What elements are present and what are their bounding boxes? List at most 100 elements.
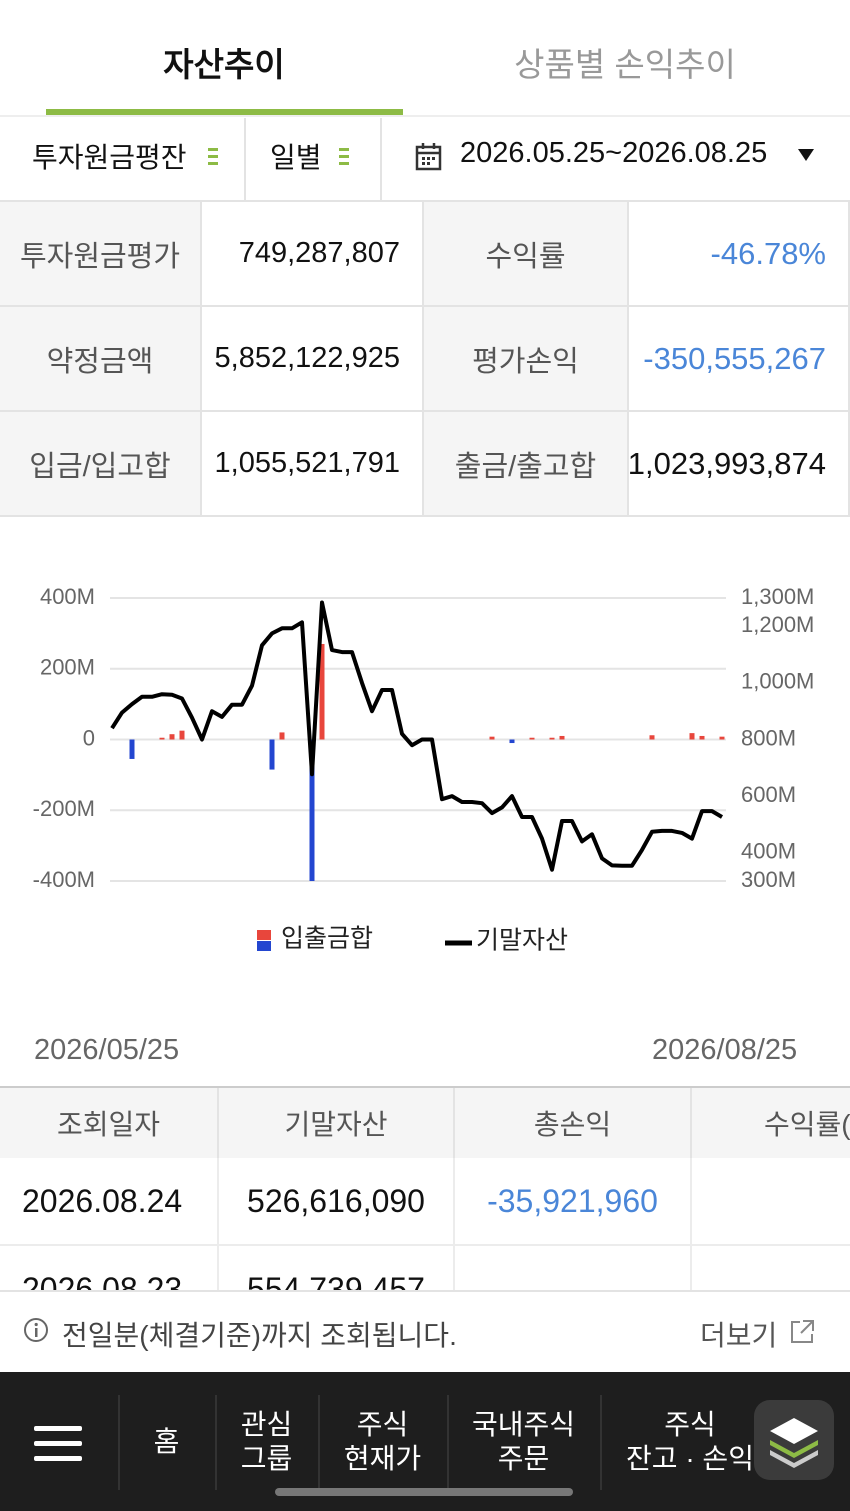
divider [0, 1086, 850, 1088]
table-cell: -35,921,960 [455, 1158, 692, 1246]
table-cell-empty [692, 1158, 850, 1246]
y2-tick-label: 300M [741, 867, 796, 892]
nav-separator [215, 1395, 217, 1490]
summary-value: -350,555,267 [629, 307, 850, 412]
nav-label: 그룹 [240, 1442, 293, 1474]
summary-label: 약정금액 [0, 307, 202, 412]
summary-value: 1,023,993,874 [628, 412, 850, 517]
nav-separator [318, 1395, 320, 1490]
y-tick-label: 400M [40, 584, 95, 609]
legend-label: 기말자산 [476, 927, 568, 955]
y2-tick-label: 600M [741, 782, 796, 807]
external-icon[interactable] [788, 1318, 816, 1346]
layers-button[interactable] [754, 1400, 834, 1480]
summary-value: -46.78% [629, 202, 850, 307]
legend-swatch [257, 941, 271, 951]
more-link[interactable]: 더보기 [700, 1320, 778, 1351]
y2-tick-label: 1,200M [741, 612, 814, 637]
bar [719, 736, 725, 740]
nav-label: 홈 [153, 1425, 180, 1457]
bottom-nav [0, 1372, 850, 1511]
divider [0, 200, 850, 202]
y-tick-label: -400M [33, 867, 95, 892]
tab-active[interactable]: 자산추이 [163, 46, 285, 83]
date-range[interactable]: 2026.05.25~2026.08.25 [460, 137, 768, 169]
divider [244, 118, 246, 200]
y2-tick-label: 400M [741, 839, 796, 864]
nav-item[interactable]: 주식 현재가 [318, 1372, 447, 1511]
tab[interactable]: 상품별 손익추이 [514, 46, 736, 83]
nav-label: 관심 [240, 1408, 293, 1440]
summary-label: 투자원금평가 [0, 202, 202, 307]
table-header: 조회일자 [0, 1088, 219, 1158]
y2-tick-label: 800M [741, 725, 796, 750]
menu-icon[interactable] [34, 1424, 82, 1464]
nav-item[interactable]: 국내주식 주문 [447, 1372, 600, 1511]
layers-icon [770, 1418, 818, 1468]
y-tick-label: 0 [83, 725, 95, 750]
start-date: 2026/05/25 [34, 1034, 180, 1066]
summary-value: 5,852,122,925 [202, 307, 424, 412]
nav-item[interactable]: 관심 그룹 [215, 1372, 318, 1511]
bar [689, 733, 695, 740]
legend-swatch [257, 930, 271, 940]
end-date: 2026/08/25 [652, 1034, 798, 1066]
y2-tick-label: 1,000M [741, 669, 814, 694]
summary-label: 수익률 [424, 202, 629, 307]
nav-separator [600, 1395, 602, 1490]
table-cell: 2026.08.24 [0, 1158, 219, 1246]
select-icon [339, 148, 349, 165]
bar [279, 732, 285, 740]
calendar-icon[interactable] [414, 142, 444, 172]
nav-item[interactable]: 홈 [118, 1372, 215, 1511]
nav-label: 국내주식 [471, 1408, 576, 1440]
bar [129, 739, 135, 759]
y-tick-label: 200M [40, 655, 95, 680]
nav-label: 현재가 [343, 1442, 422, 1474]
table-header: 총손익 [455, 1088, 692, 1158]
bar [509, 739, 515, 744]
select-icon [208, 148, 218, 165]
nav-label: 주문 [497, 1442, 550, 1474]
summary-label: 출금/출고합 [424, 412, 629, 517]
bar [319, 643, 325, 740]
table-header: 수익률( [692, 1088, 850, 1158]
nav-label: 잔고 · 손익 [626, 1442, 754, 1474]
bar [269, 739, 275, 770]
bar [309, 739, 315, 881]
table-cell: 526,616,090 [219, 1158, 455, 1246]
bar [549, 737, 555, 740]
bar [529, 737, 535, 740]
summary-value: 1,055,521,791 [202, 412, 424, 517]
nav-item[interactable]: 주식 잔고 · 손익 [600, 1372, 780, 1511]
y2-tick-label: 1,300M [741, 584, 814, 609]
tab-underline [46, 109, 403, 115]
notice-bar: 전일분(체결기준)까지 조회됩니다. 더보기 [0, 1290, 850, 1372]
bar [699, 735, 705, 740]
notice-text: 전일분(체결기준)까지 조회됩니다. [62, 1320, 457, 1351]
info-icon [24, 1318, 48, 1342]
divider [380, 118, 382, 200]
table-header: 기말자산 [219, 1088, 455, 1158]
bar [179, 730, 185, 740]
home-indicator [275, 1488, 573, 1496]
bar [559, 735, 565, 740]
nav-separator [118, 1395, 120, 1490]
period-select[interactable]: 일별 [270, 142, 322, 173]
line [110, 600, 724, 872]
summary-label: 평가손익 [424, 307, 629, 412]
chart: -400M -200M 0 200M 400M 300M 400M 600M 800M 1,000… [33, 584, 815, 955]
bar [159, 737, 165, 740]
nav-label: 주식 [664, 1408, 716, 1440]
legend-label: 입출금합 [281, 925, 373, 953]
divider [0, 115, 850, 117]
nav-separator [447, 1395, 449, 1490]
summary-value: 749,287,807 [202, 202, 424, 307]
basis-select[interactable]: 투자원금평잔 [32, 142, 187, 173]
nav-label: 주식 [356, 1408, 409, 1440]
y-tick-label: -200M [33, 796, 95, 821]
bar [649, 735, 655, 740]
dropdown-arrow[interactable] [797, 148, 815, 162]
